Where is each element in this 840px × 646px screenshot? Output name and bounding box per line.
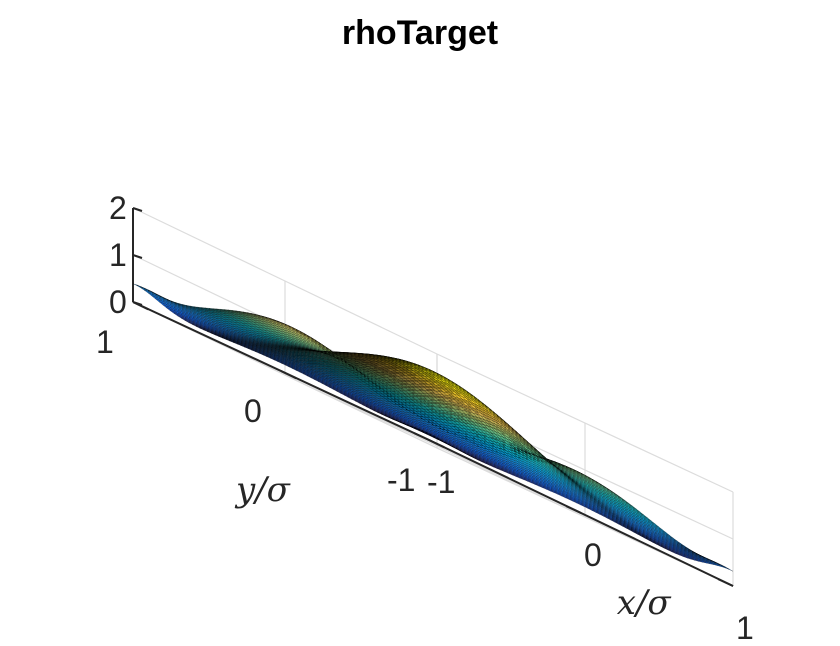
z-tick-mark	[133, 208, 142, 211]
z-tick-mark	[133, 255, 142, 258]
x-tick-mark	[718, 579, 733, 586]
z-tick-mark	[133, 302, 142, 305]
surface-plot	[133, 284, 733, 572]
